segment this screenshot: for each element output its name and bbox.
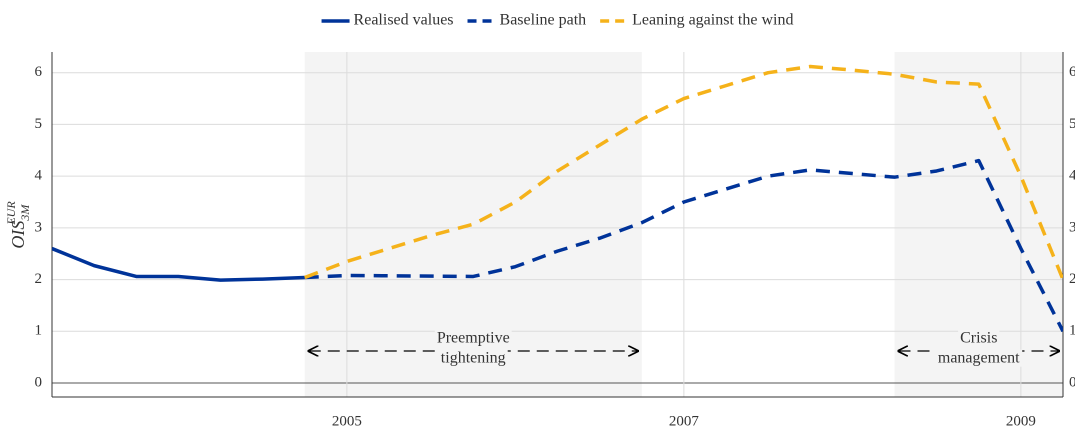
series-line: [304, 64, 1063, 281]
y2-tick-label: 3: [1069, 219, 1075, 235]
y2-tick-label: 1: [1069, 323, 1075, 339]
period-label: management: [938, 350, 1020, 367]
period-label-bg: [434, 329, 512, 347]
y-tick-label: 5: [35, 116, 43, 132]
y-label-sub: 3M: [18, 204, 32, 222]
y-tick-label: 3: [35, 219, 43, 235]
y-tick-label: 6: [35, 64, 43, 80]
legend: Realised values Baseline path Leaning agai…: [321, 12, 793, 29]
legend-label: Realised values: [354, 12, 454, 29]
legend-label: Leaning against the wind: [632, 12, 793, 29]
y2-tick-label: 4: [1069, 168, 1075, 184]
x-tick-label: 2007: [669, 413, 700, 429]
y2-tick-label: 5: [1069, 116, 1075, 132]
y-label-base: OIS: [8, 221, 28, 249]
y-axis-label: OIS3MEUR: [4, 201, 32, 249]
y2-tick-label: 6: [1069, 64, 1075, 80]
period-label-bg: [438, 349, 508, 367]
x-tick-label: 2005: [332, 413, 362, 429]
period-label-bg: [935, 349, 1023, 367]
period-label: tightening: [441, 350, 506, 367]
y2-tick-label: 2: [1069, 271, 1075, 287]
y-tick-label: 1: [35, 323, 43, 339]
x-tick-label: 2009: [1006, 413, 1036, 429]
y2-tick-label: 0: [1069, 374, 1075, 390]
y-label-sup: EUR: [4, 201, 18, 226]
y-tick-label: 4: [35, 168, 43, 184]
y-tick-label: 0: [35, 374, 43, 390]
y-tick-label: 2: [35, 271, 43, 287]
series-line: [304, 158, 1063, 333]
period-label: Crisis: [960, 330, 997, 347]
period-label: Preemptive: [437, 330, 510, 347]
plot-lines: [52, 64, 1063, 333]
legend-label: Baseline path: [500, 12, 587, 29]
series-line: [52, 246, 305, 282]
period-label-bg: [958, 329, 1000, 347]
